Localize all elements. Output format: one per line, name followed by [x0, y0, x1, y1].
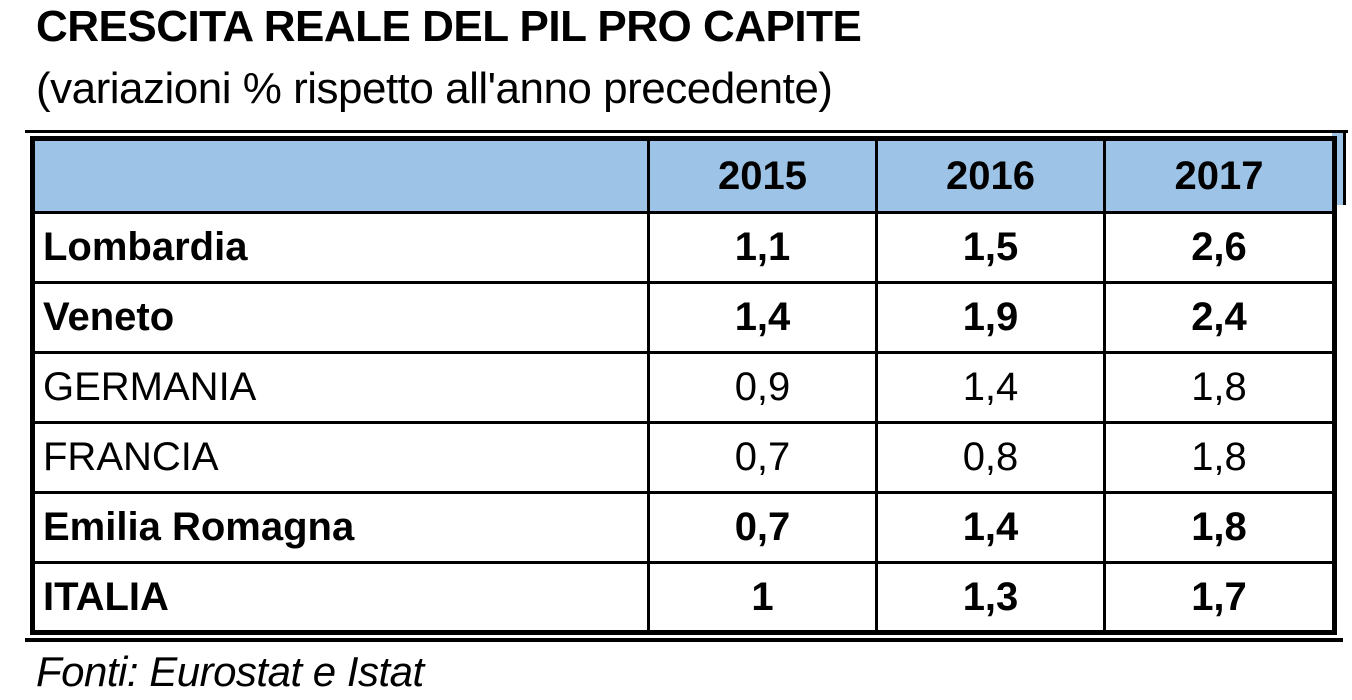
cell-value: 1,8	[1103, 421, 1336, 494]
row-label: ITALIA	[31, 561, 650, 634]
figure-title: CRESCITA REALE DEL PIL PRO CAPITE	[36, 2, 862, 51]
cell-value: 1,4	[875, 351, 1106, 424]
cell-value: 1,8	[1103, 491, 1336, 564]
table-row: Veneto 1,4 1,9 2,4	[31, 281, 1336, 354]
cell-value: 1,9	[875, 281, 1106, 354]
column-header-2016: 2016	[875, 137, 1106, 214]
row-label: Emilia Romagna	[31, 491, 650, 564]
source-note: Fonti: Eurostat e Istat	[36, 648, 424, 695]
cell-value: 1,3	[875, 561, 1106, 634]
column-header-2017: 2017	[1103, 137, 1336, 214]
data-table-block: 2015 2016 2017 Lombardia 1,1 1,5 2,6 Ven…	[30, 136, 1337, 635]
row-label: GERMANIA	[31, 351, 650, 424]
table-row: FRANCIA 0,7 0,8 1,8	[31, 421, 1336, 494]
cell-value: 0,9	[647, 351, 878, 424]
gdp-growth-table: 2015 2016 2017 Lombardia 1,1 1,5 2,6 Ven…	[30, 136, 1337, 635]
corner-cell	[31, 137, 650, 214]
cell-value: 0,8	[875, 421, 1106, 494]
table-row: GERMANIA 0,9 1,4 1,8	[31, 351, 1336, 424]
row-label: Veneto	[31, 281, 650, 354]
table-header-row: 2015 2016 2017	[31, 137, 1336, 214]
cell-value: 0,7	[647, 491, 878, 564]
cell-value: 0,7	[647, 421, 878, 494]
table-row: Lombardia 1,1 1,5 2,6	[31, 211, 1336, 284]
cell-value: 1	[647, 561, 878, 634]
top-rule-divider	[25, 130, 1348, 133]
row-label: FRANCIA	[31, 421, 650, 494]
cell-value: 1,5	[875, 211, 1106, 284]
cell-value: 2,4	[1103, 281, 1336, 354]
table-row: Emilia Romagna 0,7 1,4 1,8	[31, 491, 1336, 564]
cell-value: 1,8	[1103, 351, 1336, 424]
cell-value: 1,1	[647, 211, 878, 284]
cell-value: 1,4	[647, 281, 878, 354]
table-row: ITALIA 1 1,3 1,7	[31, 561, 1336, 634]
cell-value: 2,6	[1103, 211, 1336, 284]
cell-value: 1,7	[1103, 561, 1336, 634]
row-label: Lombardia	[31, 211, 650, 284]
cell-value: 1,4	[875, 491, 1106, 564]
bottom-rule-divider	[25, 638, 1343, 642]
column-header-2015: 2015	[647, 137, 878, 214]
figure-subtitle: (variazioni % rispetto all'anno preceden…	[36, 64, 833, 113]
